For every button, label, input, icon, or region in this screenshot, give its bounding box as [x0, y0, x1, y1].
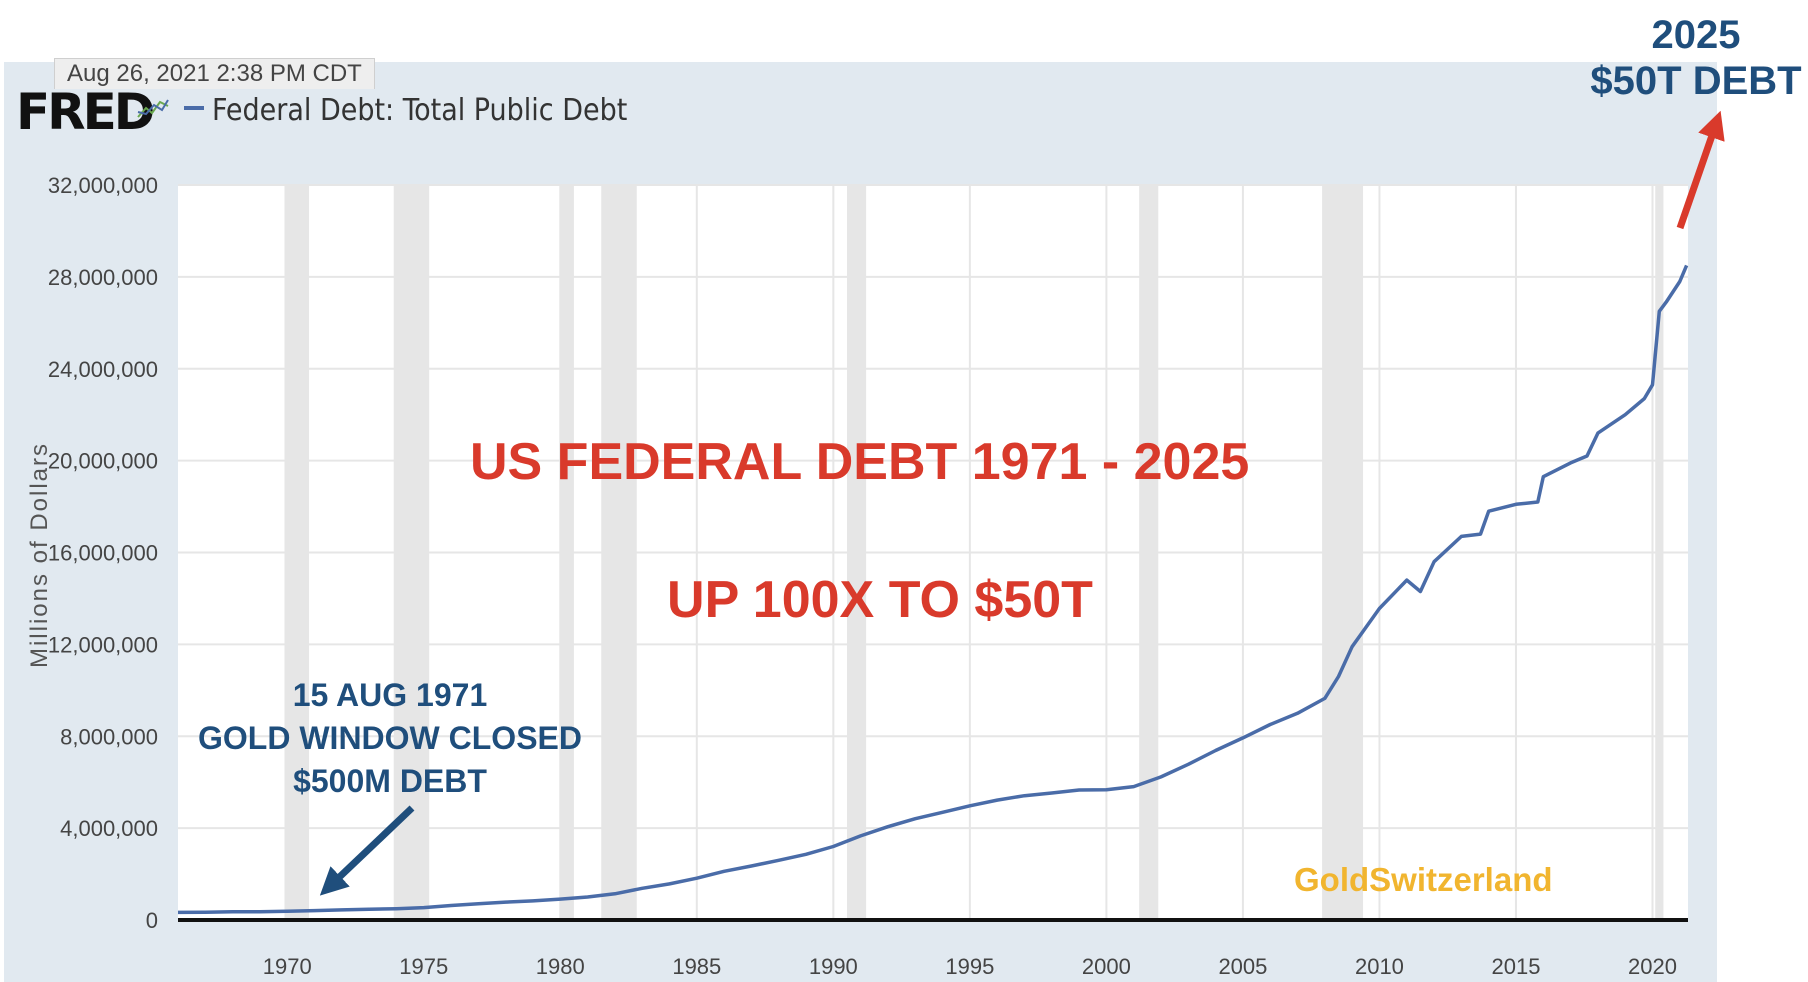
y-tick-label-6: 24,000,000 [48, 357, 158, 382]
y-tick-label-3: 12,000,000 [48, 632, 158, 657]
legend-swatch [184, 106, 204, 110]
gold-window-arrow [319, 805, 415, 896]
x-tick-label-7: 2005 [1218, 954, 1267, 979]
fred-logo: FRED [16, 83, 155, 141]
x-tick-label-1: 1975 [399, 954, 448, 979]
legend-label[interactable]: Federal Debt: Total Public Debt [212, 93, 628, 128]
x-tick-label-10: 2020 [1628, 954, 1677, 979]
gold-window-annotation: 15 AUG 1971 GOLD WINDOW CLOSED $500M DEB… [198, 674, 582, 803]
annotation-2025-year: 2025 [1651, 13, 1741, 57]
series-line-0 [177, 264, 1689, 915]
chart-title-annotation: US FEDERAL DEBT 1971 - 2025 [470, 433, 1250, 491]
x-tick-label-0: 1970 [263, 954, 312, 979]
goldswitzerland-watermark: GoldSwitzerland [1294, 861, 1553, 898]
gold-window-event: GOLD WINDOW CLOSED [198, 720, 582, 756]
y-tick-label-7: 28,000,000 [48, 265, 158, 290]
x-tick-label-2: 1980 [536, 954, 585, 979]
gold-window-debt: $500M DEBT [293, 763, 487, 799]
projection-arrow [1676, 110, 1725, 230]
y-tick-label-0: 0 [146, 908, 158, 933]
x-tick-label-9: 2015 [1491, 954, 1540, 979]
x-tick-label-6: 2000 [1082, 954, 1131, 979]
line-chart-icon[interactable] [136, 96, 170, 120]
annotation-2025-debt: $50T DEBT [1590, 59, 1802, 103]
y-tick-label-5: 20,000,000 [48, 449, 158, 474]
x-tick-label-8: 2010 [1355, 954, 1404, 979]
y-tick-label-4: 16,000,000 [48, 541, 158, 566]
gold-window-date: 15 AUG 1971 [292, 677, 488, 713]
x-tick-label-5: 1995 [945, 954, 994, 979]
chart-subtitle-annotation: UP 100X TO $50T [667, 571, 1093, 629]
x-tick-label-3: 1985 [672, 954, 721, 979]
y-tick-label-8: 32,000,000 [48, 173, 158, 198]
annotation-2025: 2025 $50T DEBT [1590, 12, 1801, 104]
y-tick-label-1: 4,000,000 [60, 816, 158, 841]
x-tick-label-4: 1990 [809, 954, 858, 979]
timestamp-tooltip: Aug 26, 2021 2:38 PM CDT [54, 58, 375, 89]
y-tick-label-2: 8,000,000 [60, 724, 158, 749]
y-axis-title: Millions of Dollars [26, 441, 53, 669]
